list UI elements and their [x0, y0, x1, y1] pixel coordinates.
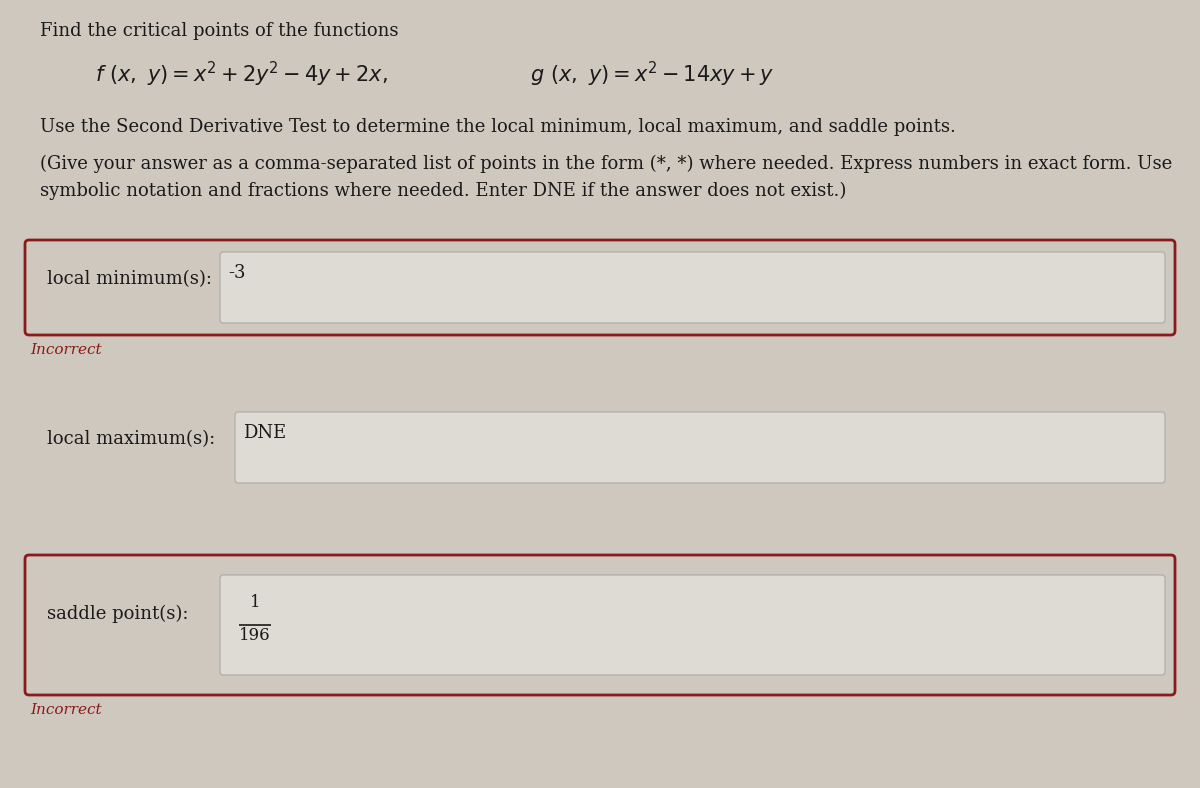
FancyBboxPatch shape: [235, 412, 1165, 483]
Text: -3: -3: [228, 264, 246, 282]
Text: $f\ (x,\ y) = x^2 + 2y^2 - 4y + 2x,$: $f\ (x,\ y) = x^2 + 2y^2 - 4y + 2x,$: [95, 60, 388, 89]
Text: local minimum(s):: local minimum(s):: [47, 270, 212, 288]
Text: $g\ (x,\ y) = x^2 - 14xy + y$: $g\ (x,\ y) = x^2 - 14xy + y$: [530, 60, 774, 89]
FancyBboxPatch shape: [220, 575, 1165, 675]
Text: 196: 196: [239, 627, 271, 644]
Text: Use the Second Derivative Test to determine the local minimum, local maximum, an: Use the Second Derivative Test to determ…: [40, 118, 956, 136]
Text: DNE: DNE: [242, 424, 287, 442]
Text: Incorrect: Incorrect: [30, 343, 102, 357]
Text: Find the critical points of the functions: Find the critical points of the function…: [40, 22, 398, 40]
Text: Incorrect: Incorrect: [30, 703, 102, 717]
Text: saddle point(s):: saddle point(s):: [47, 605, 188, 623]
Text: local maximum(s):: local maximum(s):: [47, 430, 215, 448]
Text: symbolic notation and fractions where needed. Enter DNE if the answer does not e: symbolic notation and fractions where ne…: [40, 182, 846, 200]
FancyBboxPatch shape: [25, 555, 1175, 695]
FancyBboxPatch shape: [220, 252, 1165, 323]
Text: 1: 1: [250, 594, 260, 611]
FancyBboxPatch shape: [25, 240, 1175, 335]
Text: (Give your answer as a comma-separated list of points in the form (*, *) where n: (Give your answer as a comma-separated l…: [40, 155, 1172, 173]
